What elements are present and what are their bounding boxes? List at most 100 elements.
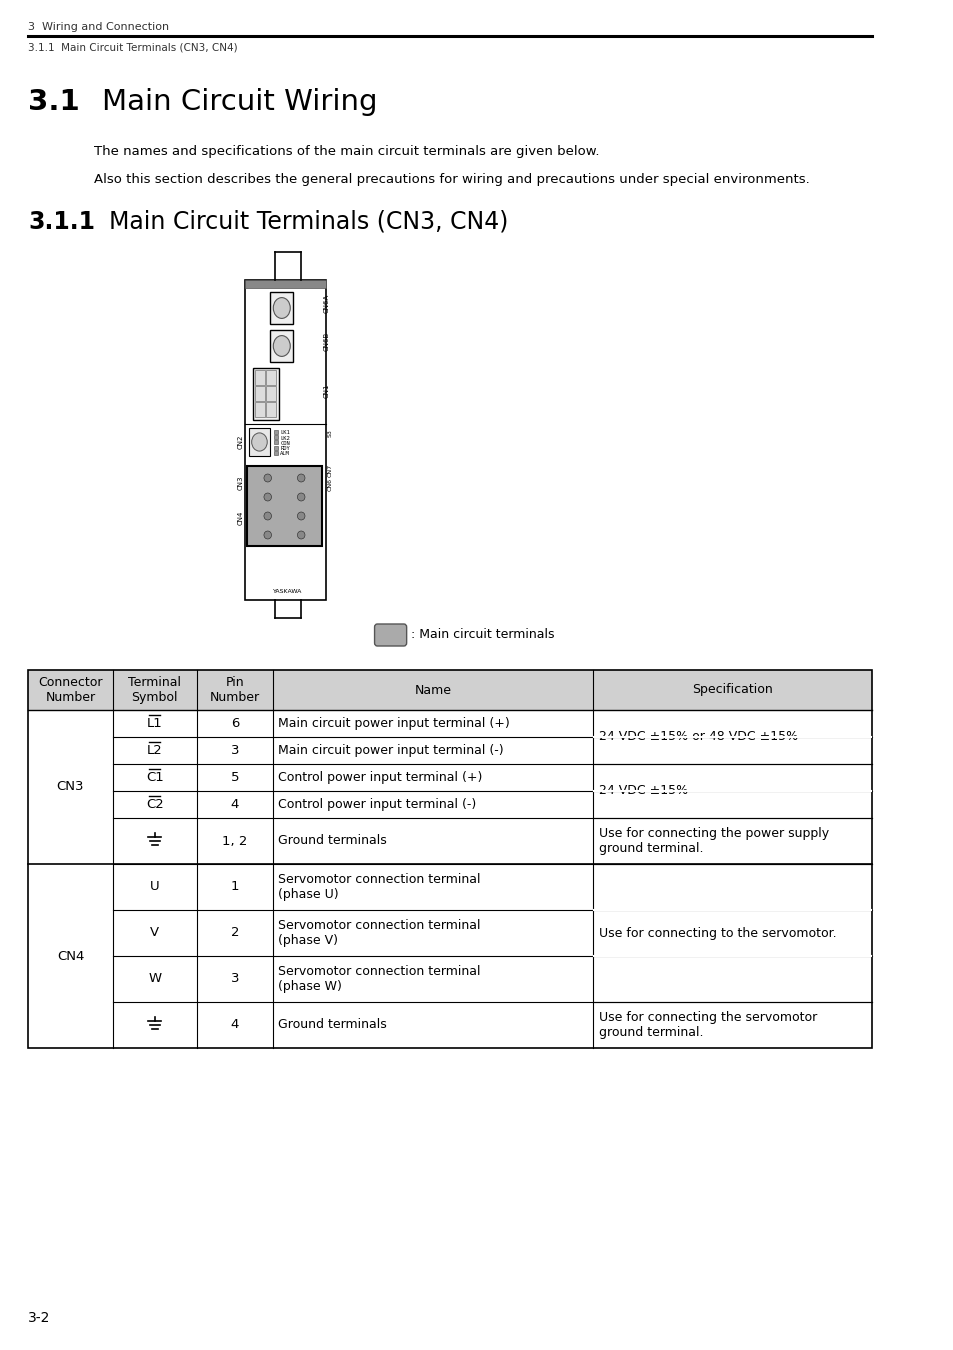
Text: Main Circuit Wiring: Main Circuit Wiring [102,88,377,116]
Bar [252,471,282,485]
Text: : Main circuit terminals: : Main circuit terminals [411,629,555,641]
Bar [29,818,871,864]
Bar [285,471,315,485]
Circle shape [264,493,272,501]
Bar [29,670,871,710]
Bar [29,670,871,1048]
Text: CN2: CN2 [237,435,243,450]
Text: Also this section describes the general precautions for wiring and precautions u: Also this section describes the general … [94,173,809,186]
Text: 3: 3 [231,744,239,757]
Text: Main circuit power input terminal (-): Main circuit power input terminal (-) [277,744,503,757]
Ellipse shape [252,433,267,451]
Text: 24 VDC ±15%: 24 VDC ±15% [598,784,687,798]
Text: Ground terminals: Ground terminals [277,1018,386,1031]
Bar [266,402,276,417]
Circle shape [297,493,305,501]
Bar [29,710,871,737]
Text: RDY: RDY [280,446,290,451]
Text: 3.1: 3.1 [29,88,80,116]
Text: Servomotor connection terminal
(phase W): Servomotor connection terminal (phase W) [277,965,479,994]
Circle shape [297,531,305,539]
Bar [245,279,325,288]
Text: Use for connecting the power supply
ground terminal.: Use for connecting the power supply grou… [598,828,828,855]
Bar [252,490,282,504]
Text: 3.1.1: 3.1.1 [29,211,95,234]
Text: YASKAWA: YASKAWA [273,589,302,594]
Ellipse shape [273,297,290,319]
Text: 5: 5 [231,771,239,784]
Bar [266,386,276,401]
Text: L2: L2 [147,744,163,757]
Bar [254,370,265,385]
Bar [274,440,278,444]
Text: Use for connecting to the servomotor.: Use for connecting to the servomotor. [598,926,836,940]
Text: C1: C1 [146,771,164,784]
Bar [249,428,270,456]
Text: CN1: CN1 [323,383,330,397]
Text: CN3: CN3 [237,477,243,490]
Text: Ground terminals: Ground terminals [277,834,386,848]
Bar [274,446,278,450]
Text: 4: 4 [231,1018,239,1031]
Text: 3  Wiring and Connection: 3 Wiring and Connection [29,22,170,32]
Text: Connector
Number: Connector Number [38,676,103,703]
Bar [270,292,293,324]
Text: 6: 6 [231,717,239,730]
Text: U: U [150,880,159,894]
Circle shape [297,512,305,520]
Text: 3-2: 3-2 [29,1311,51,1324]
Circle shape [297,474,305,482]
Bar [285,528,315,541]
Text: CN6A: CN6A [323,294,330,313]
Bar [270,329,293,362]
Text: CN4: CN4 [237,512,243,525]
Text: Main circuit power input terminal (+): Main circuit power input terminal (+) [277,717,509,730]
Bar [254,386,265,401]
Text: 1, 2: 1, 2 [222,834,248,848]
Text: V: V [151,926,159,940]
Bar [252,528,282,541]
Bar [285,509,315,522]
Text: Servomotor connection terminal
(phase U): Servomotor connection terminal (phase U) [277,873,479,900]
Text: 4: 4 [231,798,239,811]
Bar [274,435,278,439]
Text: CON: CON [280,441,290,446]
Bar [285,490,315,504]
Ellipse shape [273,336,290,356]
Text: CN6B: CN6B [323,332,330,351]
Text: C2: C2 [146,798,164,811]
Bar [266,370,276,385]
Bar [245,279,325,599]
Bar [29,956,871,1002]
Bar [274,451,278,455]
Text: CN7: CN7 [327,464,332,477]
Circle shape [264,512,272,520]
Text: Pin
Number: Pin Number [210,676,260,703]
Bar [253,369,279,420]
Text: S3: S3 [327,429,332,437]
Bar [254,402,265,417]
Text: 2: 2 [231,926,239,940]
Text: CN6: CN6 [327,478,332,491]
Text: W: W [148,972,161,986]
Text: Control power input terminal (-): Control power input terminal (-) [277,798,476,811]
Text: CN3: CN3 [56,780,84,794]
Text: 3: 3 [231,972,239,986]
Text: The names and specifications of the main circuit terminals are given below.: The names and specifications of the main… [94,144,599,158]
FancyBboxPatch shape [375,624,406,647]
Circle shape [264,531,272,539]
Text: 24 VDC ±15% or 48 VDC ±15%: 24 VDC ±15% or 48 VDC ±15% [598,730,798,744]
Text: Specification: Specification [692,683,772,697]
Text: ALM: ALM [280,451,290,456]
Bar [247,466,321,545]
Circle shape [264,474,272,482]
Text: Use for connecting the servomotor
ground terminal.: Use for connecting the servomotor ground… [598,1011,817,1040]
Bar [29,737,871,764]
Bar [274,431,278,433]
Text: 3.1.1  Main Circuit Terminals (CN3, CN4): 3.1.1 Main Circuit Terminals (CN3, CN4) [29,43,237,53]
Text: LK1: LK1 [280,431,290,436]
Text: Servomotor connection terminal
(phase V): Servomotor connection terminal (phase V) [277,919,479,946]
Text: Control power input terminal (+): Control power input terminal (+) [277,771,481,784]
Bar [29,1002,871,1048]
Text: Name: Name [415,683,451,697]
